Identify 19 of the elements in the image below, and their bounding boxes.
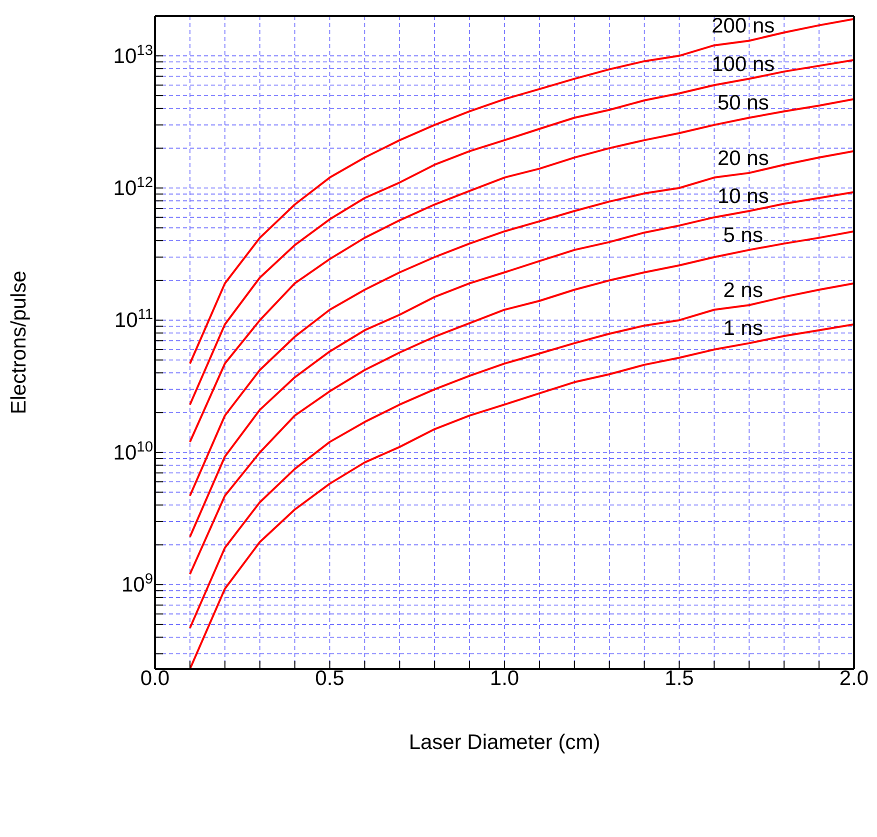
line-series xyxy=(188,18,854,365)
series-label: 20 ns xyxy=(717,146,769,170)
series-label: 200 ns xyxy=(712,14,775,38)
x-axis-title: Laser Diameter (cm) xyxy=(408,731,600,754)
y-tick-label: 10$^{13}$ xyxy=(113,42,153,68)
line-series xyxy=(188,150,854,497)
x-tick-label: 1.0 xyxy=(490,667,520,690)
series-label: 2 ns xyxy=(723,279,763,302)
series-label: 100 ns xyxy=(712,52,775,76)
y-tick-label: 10$^{11}$ xyxy=(114,307,153,332)
line-series xyxy=(188,282,854,629)
x-tick-label: 0.0 xyxy=(140,667,170,690)
x-tick-label: 0.5 xyxy=(315,667,344,690)
x-tick-label: 2.0 xyxy=(839,667,869,690)
y-tick-label: 10$^{9}$ xyxy=(121,572,153,597)
y-axis-title: Electrons/pulse xyxy=(7,270,30,414)
y-tick-label: 10$^{10}$ xyxy=(113,439,153,464)
x-tick-label: 1.5 xyxy=(664,667,694,690)
y-tick-label: 10$^{12}$ xyxy=(113,175,153,200)
